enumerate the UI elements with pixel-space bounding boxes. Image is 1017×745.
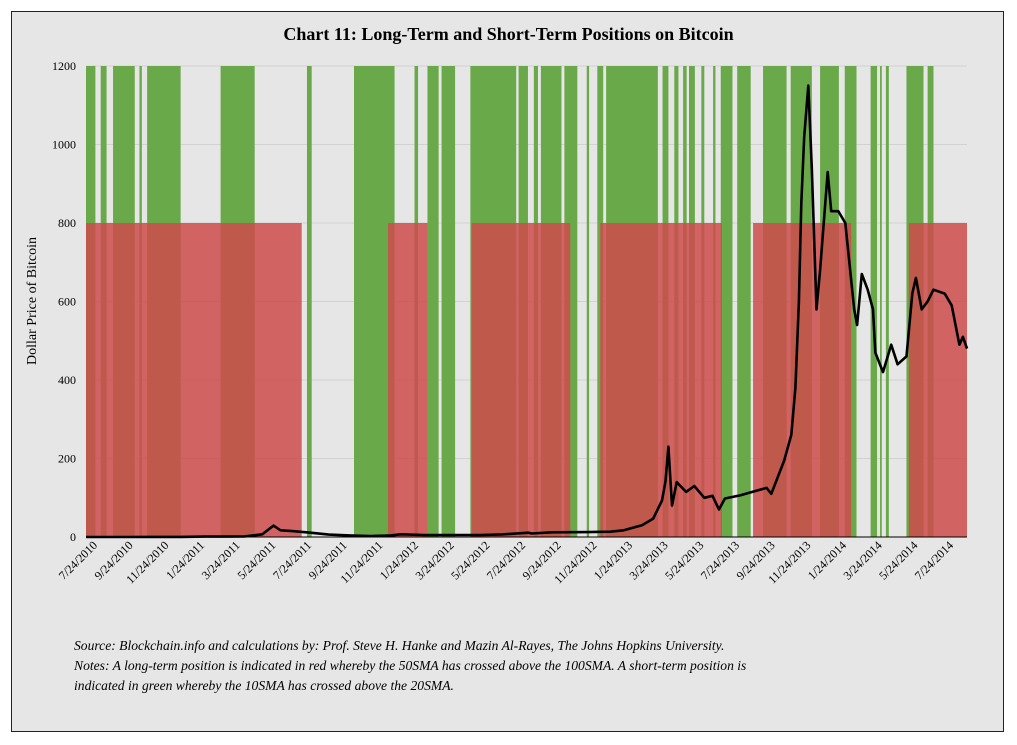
short-term-band: [885, 66, 889, 537]
x-tick-label: 7/24/2011: [270, 538, 314, 582]
y-tick-label: 0: [70, 530, 76, 544]
chart-title: Chart 11: Long-Term and Short-Term Posit…: [283, 24, 734, 44]
short-term-band: [306, 66, 312, 537]
short-term-band: [586, 66, 590, 537]
long-term-band: [908, 223, 967, 537]
y-tick-label: 400: [58, 373, 76, 387]
x-tick-label: 1/24/2011: [163, 538, 207, 582]
long-term-band: [600, 223, 722, 537]
y-tick-label: 1200: [52, 59, 76, 73]
y-tick-label: 200: [58, 452, 76, 466]
notes-line-2: indicated in green whereby the 10SMA has…: [74, 678, 454, 693]
long-term-band: [753, 223, 852, 537]
short-term-band: [737, 66, 751, 537]
price-line-layer: [86, 84, 969, 539]
short-term-band: [441, 66, 456, 537]
source-note: Source: Blockchain.info and calculations…: [74, 638, 725, 653]
chart-notes: Source: Blockchain.info and calculations…: [74, 636, 974, 696]
short-term-band: [720, 66, 733, 537]
notes-line-1: Notes: A long-term position is indicated…: [74, 658, 747, 673]
y-tick-label: 1000: [52, 138, 76, 152]
long-term-band: [471, 223, 571, 537]
short-term-band: [870, 66, 878, 537]
long-term-band: [388, 223, 428, 537]
short-term-band: [880, 66, 882, 537]
x-tick-label: 5/24/2011: [234, 538, 278, 582]
price-line: [86, 84, 969, 539]
short-term-band: [354, 66, 395, 537]
x-tick-label: 3/24/2011: [199, 538, 243, 582]
x-tick-label: 7/24/2014: [912, 538, 956, 582]
long-term-bands: [86, 223, 967, 537]
y-tick-label: 800: [58, 216, 76, 230]
y-tick-label: 600: [58, 295, 76, 309]
short-term-band: [427, 66, 439, 537]
long-term-band: [86, 223, 302, 537]
y-axis-label: Dollar Price of Bitcoin: [25, 237, 40, 365]
